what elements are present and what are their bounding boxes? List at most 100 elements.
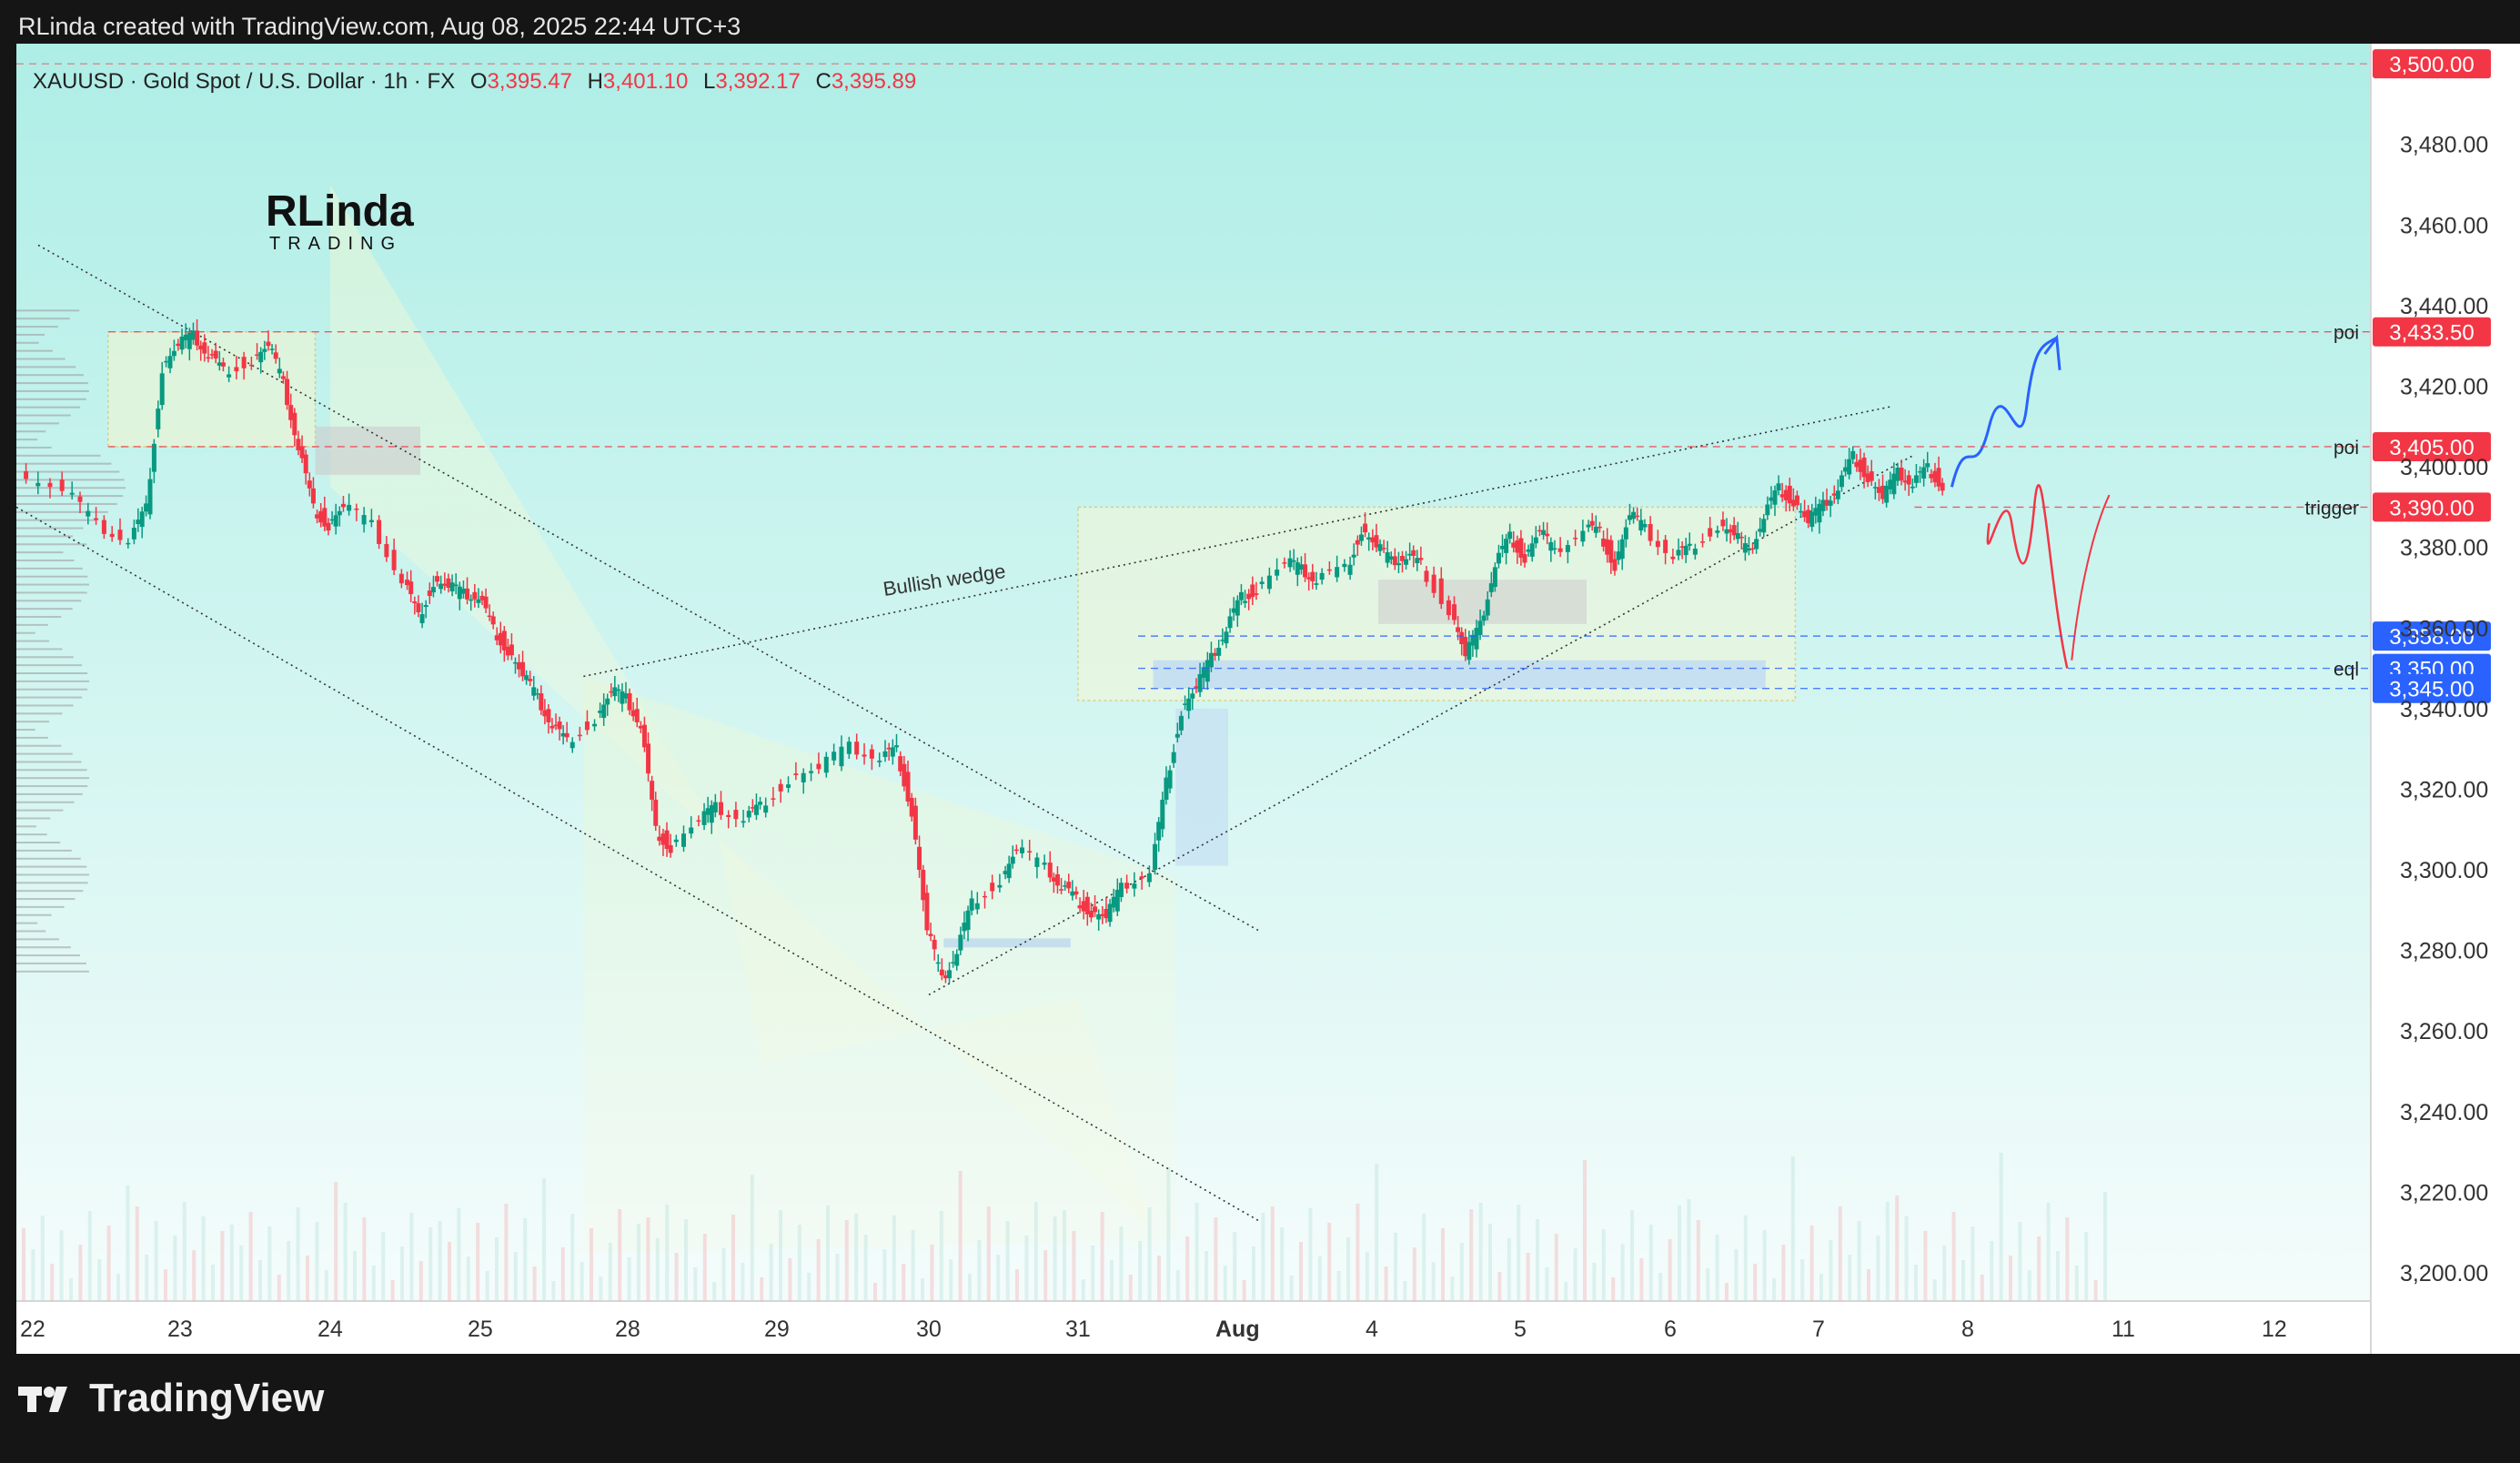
candle-body	[1526, 549, 1531, 552]
candle	[258, 347, 264, 374]
candle	[786, 776, 791, 793]
volume-bar	[1648, 1225, 1653, 1301]
candle-body	[1006, 863, 1012, 879]
candle	[854, 733, 860, 760]
candle-body	[354, 508, 359, 510]
candle	[248, 356, 254, 370]
candle-body	[612, 687, 618, 697]
candle	[1612, 550, 1618, 576]
candle	[681, 825, 686, 853]
candle	[206, 346, 211, 363]
candle	[627, 688, 632, 715]
candle	[1754, 530, 1759, 554]
candle-body	[296, 439, 301, 450]
candle	[195, 318, 200, 351]
candle	[909, 792, 914, 822]
candle	[1399, 550, 1405, 573]
volume-bar	[1809, 1226, 1814, 1301]
candle-body	[460, 588, 466, 594]
profile-row	[16, 398, 86, 400]
candle-body	[1100, 913, 1105, 916]
candle	[1259, 577, 1265, 590]
profile-row	[16, 833, 47, 836]
profile-row	[16, 672, 87, 674]
volume-bar	[1261, 1213, 1265, 1301]
price-chart[interactable]: poi 3,433.50 poi 3,405.00 trigger 3,390.00 3,3…	[16, 44, 2520, 1354]
profile-row	[16, 721, 50, 723]
candle	[746, 805, 751, 822]
candle	[1739, 531, 1744, 550]
volume-bar	[1772, 1278, 1776, 1301]
volume-bar	[1857, 1221, 1861, 1301]
candle	[1066, 873, 1072, 893]
profile-row	[16, 479, 125, 481]
volume-bar	[1611, 1277, 1616, 1301]
candle	[1178, 711, 1184, 736]
candle-body	[167, 356, 173, 368]
candle	[832, 743, 837, 766]
profile-row	[16, 510, 108, 513]
candle-body	[109, 533, 115, 538]
price-tag-text: 3,345.00	[2389, 678, 2474, 702]
volume-bar	[1308, 1208, 1313, 1301]
candle-body	[638, 725, 643, 729]
profile-row	[16, 389, 89, 392]
candle-body	[1936, 468, 1941, 487]
profile-row	[16, 422, 59, 425]
volume-bar	[248, 1212, 253, 1301]
volume-bar	[750, 1175, 754, 1301]
candle	[1235, 595, 1240, 627]
candle	[846, 736, 852, 760]
candle-body	[195, 330, 200, 346]
candle-body	[1573, 538, 1578, 540]
candle-body	[144, 503, 149, 512]
bullish-forecast-path	[1950, 337, 2058, 488]
candle	[1146, 865, 1152, 887]
candle	[1167, 765, 1173, 793]
candle-body	[1164, 777, 1169, 800]
candle-body	[1758, 529, 1763, 532]
candle	[1388, 551, 1394, 565]
candle-body	[479, 595, 485, 600]
candle-body	[131, 527, 136, 540]
candle	[1287, 550, 1293, 572]
candle	[763, 797, 769, 818]
volume-bar	[882, 1249, 887, 1301]
candle	[921, 864, 926, 912]
profile-row	[16, 946, 71, 949]
profile-row	[16, 712, 63, 715]
candle-body	[1194, 686, 1199, 689]
candle	[553, 713, 559, 731]
footer-bar	[0, 1356, 2520, 1463]
volume-bar	[1725, 1283, 1729, 1301]
volume-bar	[1375, 1164, 1379, 1301]
candle-body	[1809, 511, 1815, 528]
candle-body	[535, 693, 540, 695]
candle	[839, 735, 844, 772]
candle	[176, 338, 181, 351]
candle-body	[641, 724, 647, 748]
volume-bar	[126, 1186, 130, 1301]
volume-bar	[684, 1219, 688, 1301]
candle-body	[340, 503, 346, 508]
volume-bar	[1005, 1221, 1010, 1301]
candle	[1616, 540, 1621, 565]
volume-bar	[1317, 1256, 1322, 1301]
tradingview-logo[interactable]: TradingView	[18, 1376, 324, 1421]
candle-body	[156, 409, 161, 429]
candle	[292, 408, 297, 447]
volume-bar	[1951, 1212, 1956, 1301]
candle	[657, 825, 662, 846]
volume-bar	[826, 1206, 830, 1301]
candle-body	[1913, 475, 1919, 483]
candle	[726, 810, 731, 829]
candle-body	[570, 742, 575, 749]
volume-bar	[1564, 1282, 1568, 1301]
candle	[1111, 888, 1116, 913]
candle	[1295, 557, 1300, 587]
candle-body	[186, 332, 192, 349]
candle	[1824, 489, 1830, 511]
candle-body	[924, 893, 930, 931]
candle-body	[1850, 450, 1856, 459]
candle	[1692, 543, 1698, 560]
